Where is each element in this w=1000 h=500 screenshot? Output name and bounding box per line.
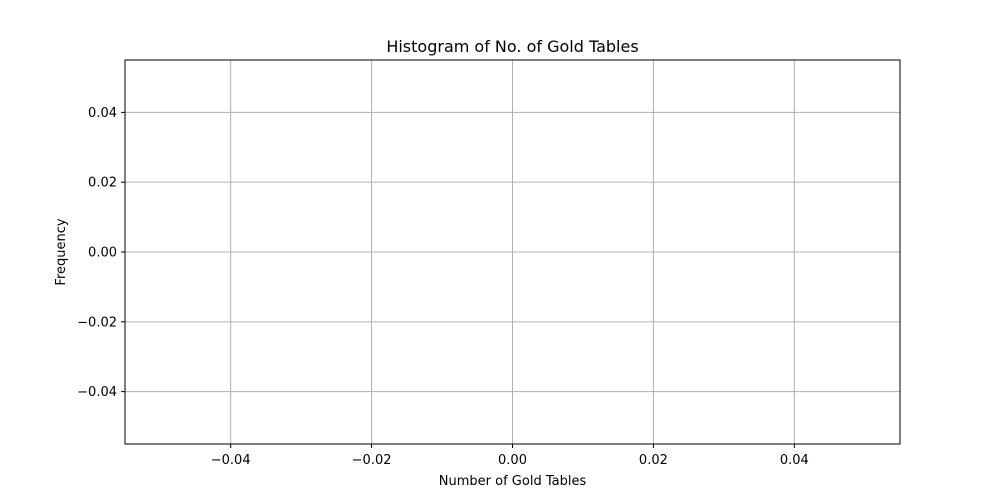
y-tick-label: 0.02 — [88, 176, 117, 191]
y-tick-label: −0.04 — [77, 385, 117, 400]
chart-title: Histogram of No. of Gold Tables — [386, 37, 638, 56]
x-tick-label: −0.04 — [211, 453, 251, 468]
x-tick-label: 0.04 — [780, 453, 809, 468]
y-tick-label: 0.04 — [88, 106, 117, 121]
y-tick-label: −0.02 — [77, 315, 117, 330]
x-axis-ticks: −0.04 −0.02 0.00 0.02 0.04 — [211, 444, 809, 468]
x-tick-label: 0.02 — [639, 453, 668, 468]
x-tick-label: 0.00 — [498, 453, 527, 468]
y-axis-ticks: −0.04 −0.02 0.00 0.02 0.04 — [77, 106, 125, 400]
y-axis-label: Frequency — [54, 218, 69, 285]
x-tick-label: −0.02 — [352, 453, 392, 468]
grid-layer — [125, 60, 900, 444]
x-axis-label: Number of Gold Tables — [439, 474, 587, 489]
y-tick-label: 0.00 — [88, 246, 117, 261]
